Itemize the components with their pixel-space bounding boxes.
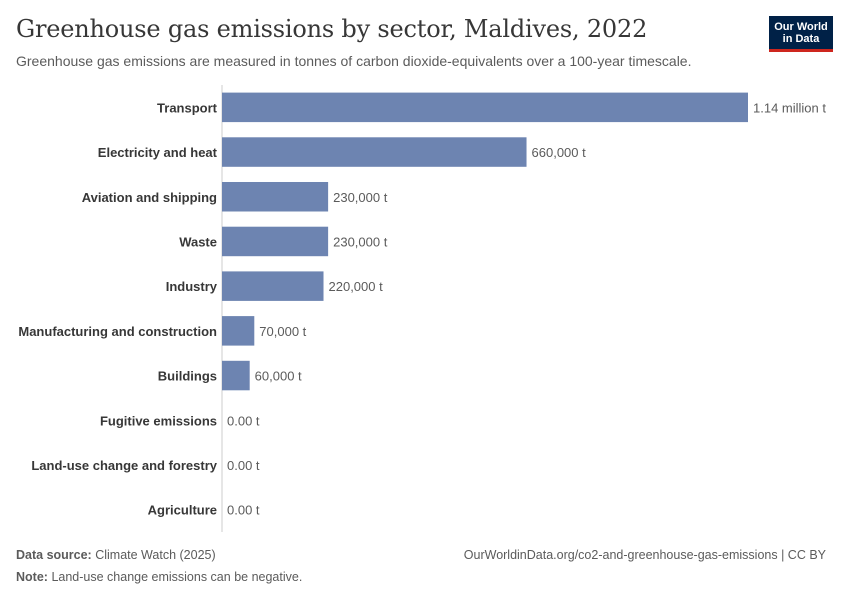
bar[interactable] [222,271,324,301]
owid-logo[interactable]: Our World in Data [769,16,833,52]
category-label: Agriculture [148,503,217,518]
value-label: 230,000 t [333,190,388,205]
category-label: Fugitive emissions [100,413,217,428]
bar[interactable] [222,316,255,346]
category-label: Land-use change and forestry [31,458,217,473]
data-source: Data source: Climate Watch (2025) [16,548,216,562]
value-label: 660,000 t [532,145,587,160]
category-label: Electricity and heat [98,145,218,160]
note-label: Note: [16,570,48,584]
category-label: Industry [166,279,218,294]
logo-line-2: in Data [782,33,820,45]
bar[interactable] [222,137,527,167]
category-label: Buildings [158,369,217,384]
category-label: Aviation and shipping [82,190,217,205]
bar[interactable] [222,360,250,391]
source-url-link[interactable]: OurWorldinData.org/co2-and-greenhouse-ga… [463,548,826,562]
value-label: 1.14 million t [753,100,826,115]
chart-title: Greenhouse gas emissions by sector, Mald… [16,15,648,43]
source-label: Data source: [16,548,92,562]
chart-note: Note: Land-use change emissions can be n… [16,570,302,584]
bar[interactable] [222,181,329,212]
category-label: Manufacturing and construction [18,324,217,339]
bar[interactable] [222,226,329,257]
value-label: 70,000 t [259,324,306,339]
bar[interactable] [222,92,748,123]
value-label: 220,000 t [329,279,384,294]
note-text: Land-use change emissions can be negativ… [51,570,303,584]
source-link[interactable]: Climate Watch (2025) [95,548,216,562]
value-label: 230,000 t [333,234,388,249]
category-label: Transport [157,100,218,115]
category-label: Waste [179,234,217,249]
logo-line-1: Our World [774,21,828,33]
chart-subtitle: Greenhouse gas emissions are measured in… [16,53,692,69]
bar-chart: Transport 1.14 million t Electricity and h… [18,85,826,532]
value-label: 0.00 t [227,503,260,518]
value-label: 0.00 t [227,413,260,428]
value-label: 60,000 t [255,369,302,384]
value-label: 0.00 t [227,458,260,473]
